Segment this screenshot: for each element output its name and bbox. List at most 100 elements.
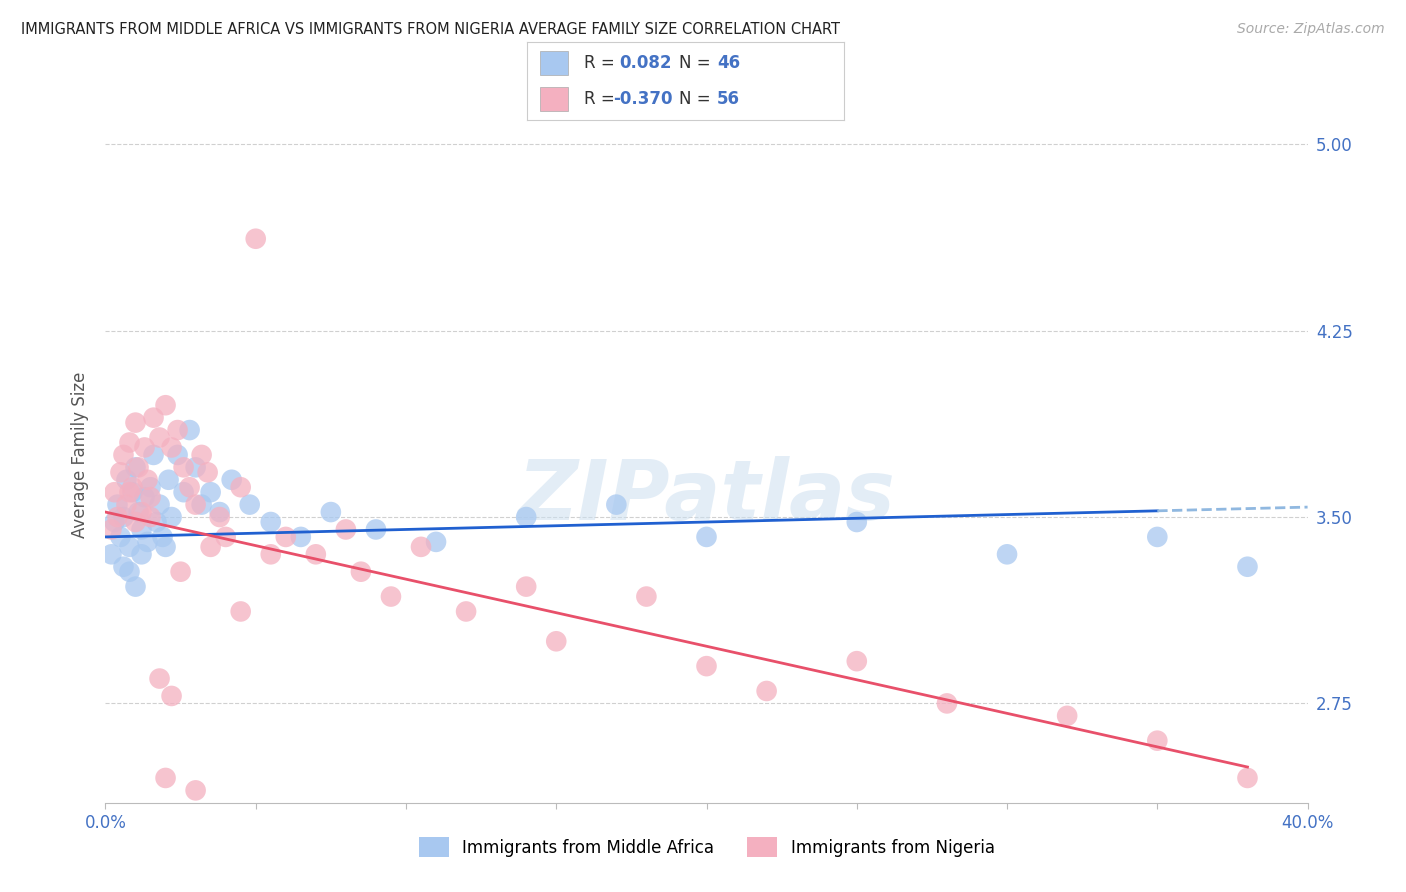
Point <box>118 565 141 579</box>
Point <box>936 697 959 711</box>
Point <box>131 547 153 561</box>
Text: 56: 56 <box>717 90 740 108</box>
Point <box>139 480 162 494</box>
Point <box>546 634 568 648</box>
Point <box>200 540 222 554</box>
Point <box>103 515 125 529</box>
Point <box>173 460 195 475</box>
Point <box>173 485 195 500</box>
Point <box>148 498 170 512</box>
Point <box>166 423 188 437</box>
Text: N =: N = <box>679 54 716 72</box>
Point <box>134 441 156 455</box>
Text: -0.370: -0.370 <box>613 90 672 108</box>
Point <box>290 530 312 544</box>
Point <box>134 490 156 504</box>
Point <box>350 565 373 579</box>
Point <box>112 448 135 462</box>
Point <box>128 505 150 519</box>
Point <box>319 505 342 519</box>
Point <box>155 771 177 785</box>
Point <box>184 498 207 512</box>
Point <box>155 398 177 412</box>
Point <box>380 590 402 604</box>
Point <box>128 460 150 475</box>
Point <box>184 783 207 797</box>
Point <box>335 523 357 537</box>
Point <box>260 515 283 529</box>
Point <box>200 485 222 500</box>
Point <box>136 535 159 549</box>
Point <box>142 448 165 462</box>
Point <box>155 540 177 554</box>
Text: Source: ZipAtlas.com: Source: ZipAtlas.com <box>1237 22 1385 37</box>
Point <box>208 505 231 519</box>
Point <box>995 547 1018 561</box>
Text: N =: N = <box>679 90 716 108</box>
Point <box>107 510 129 524</box>
Point <box>160 510 183 524</box>
Point <box>208 510 231 524</box>
Point <box>214 530 236 544</box>
Point <box>124 515 146 529</box>
Point <box>121 480 143 494</box>
Point <box>221 473 243 487</box>
Point <box>274 530 297 544</box>
Point <box>1146 733 1168 747</box>
Point <box>184 460 207 475</box>
Point <box>696 659 718 673</box>
Point <box>515 510 537 524</box>
Point <box>190 498 212 512</box>
Point <box>152 530 174 544</box>
Point <box>425 535 447 549</box>
Point <box>112 510 135 524</box>
Text: R =: R = <box>585 90 620 108</box>
Point <box>131 523 153 537</box>
Point <box>118 435 141 450</box>
Point <box>1056 708 1078 723</box>
Point <box>157 473 180 487</box>
Point <box>131 505 153 519</box>
Point <box>124 460 146 475</box>
Point <box>100 547 122 561</box>
Point <box>107 498 129 512</box>
Bar <box>540 87 568 111</box>
Point <box>112 559 135 574</box>
Point <box>115 473 138 487</box>
Point <box>136 473 159 487</box>
Point <box>245 232 267 246</box>
Point <box>239 498 262 512</box>
Point <box>515 580 537 594</box>
Point <box>605 498 627 512</box>
Point <box>121 485 143 500</box>
Y-axis label: Average Family Size: Average Family Size <box>70 372 89 538</box>
Point <box>148 431 170 445</box>
Point <box>197 466 219 480</box>
Text: 46: 46 <box>717 54 740 72</box>
Point <box>139 490 162 504</box>
Point <box>845 515 868 529</box>
Point <box>229 480 252 494</box>
Point <box>305 547 328 561</box>
Point <box>160 689 183 703</box>
Point <box>139 510 162 524</box>
Point <box>115 498 138 512</box>
Text: ZIPatlas: ZIPatlas <box>517 456 896 537</box>
Point <box>1236 771 1258 785</box>
Point <box>118 485 141 500</box>
Point <box>100 523 122 537</box>
Point <box>166 448 188 462</box>
Point <box>364 523 387 537</box>
Point <box>124 580 146 594</box>
Point <box>636 590 658 604</box>
Point <box>260 547 283 561</box>
Legend: Immigrants from Middle Africa, Immigrants from Nigeria: Immigrants from Middle Africa, Immigrant… <box>412 830 1001 864</box>
Point <box>755 684 778 698</box>
Point <box>169 565 191 579</box>
Text: IMMIGRANTS FROM MIDDLE AFRICA VS IMMIGRANTS FROM NIGERIA AVERAGE FAMILY SIZE COR: IMMIGRANTS FROM MIDDLE AFRICA VS IMMIGRA… <box>21 22 841 37</box>
Point <box>179 480 201 494</box>
Point <box>456 605 478 619</box>
Point <box>145 515 167 529</box>
Text: R =: R = <box>585 54 620 72</box>
Bar <box>540 52 568 75</box>
